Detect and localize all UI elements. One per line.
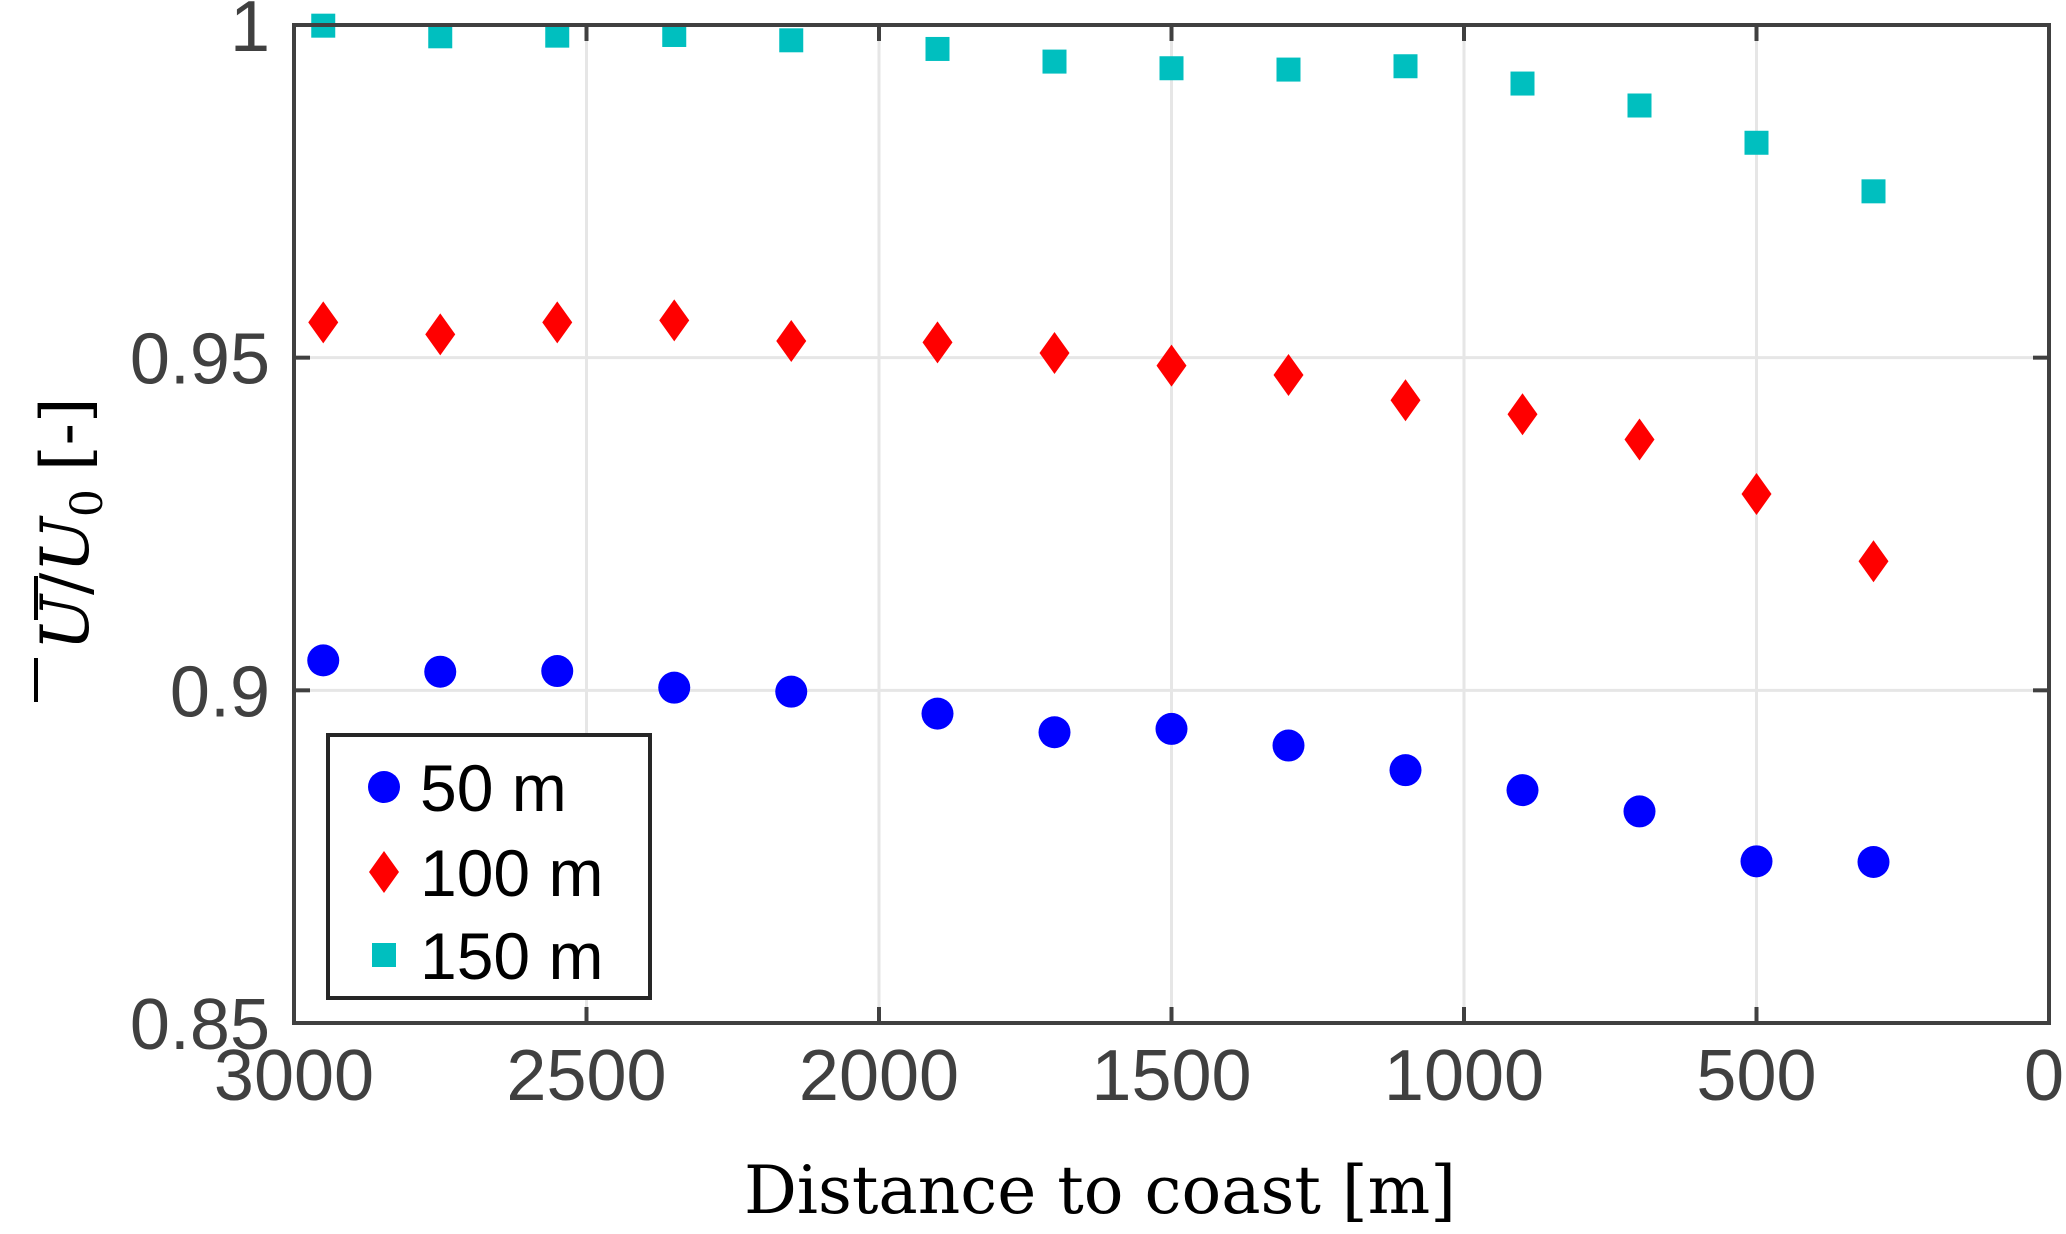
data-point [1861, 179, 1886, 204]
legend-entry: 50 m [368, 751, 567, 825]
svg-text:U/U0[-]: U/U0[-] [27, 397, 113, 650]
data-series [307, 13, 1890, 878]
y-tick-label: 0.95 [130, 320, 270, 400]
legend-label: 50 m [420, 751, 567, 825]
data-point [1273, 353, 1304, 396]
data-point [545, 23, 570, 48]
x-tick-label: 0 [2024, 1036, 2064, 1116]
legend-marker [369, 851, 399, 893]
data-point [1506, 774, 1539, 807]
x-axis-title: Distance to coast [m] [744, 1152, 1456, 1229]
y-axis-title-subscript: 0 [62, 489, 113, 517]
data-point [1042, 49, 1067, 74]
data-point [1623, 795, 1656, 828]
data-point [1272, 729, 1305, 762]
data-point [1159, 56, 1184, 81]
x-tick-label: 2500 [506, 1036, 666, 1116]
legend-entry: 100 m [369, 836, 603, 910]
x-tick-label: 500 [1696, 1036, 1816, 1116]
data-point [425, 313, 456, 356]
data-point [925, 36, 950, 61]
y-tick-label: 1 [230, 0, 270, 67]
y-tick-label: 0.9 [170, 652, 270, 732]
x-tick-labels: 3000 2500 2000 1500 1000 500 0 [214, 1036, 2064, 1116]
x-tick-label: 2000 [799, 1036, 959, 1116]
data-point [922, 321, 953, 364]
data-point [1741, 473, 1772, 516]
data-point [424, 655, 457, 688]
data-point [779, 28, 804, 53]
data-point [307, 644, 340, 677]
data-point [1510, 71, 1535, 96]
data-point [1624, 418, 1655, 461]
data-point [775, 675, 808, 708]
legend-marker [368, 771, 400, 803]
data-point [308, 301, 339, 344]
data-point [921, 697, 954, 730]
series-100-m [308, 299, 1889, 583]
data-point [1039, 332, 1070, 375]
y-axis-title-denominator: U [27, 515, 104, 573]
y-axis-title-units: [-] [27, 397, 104, 471]
data-point [542, 301, 573, 344]
series-150-m [311, 13, 1886, 204]
legend-marker [372, 943, 396, 967]
data-point [541, 655, 574, 688]
data-point [1627, 93, 1652, 118]
data-point [1507, 393, 1538, 436]
data-point [428, 24, 453, 49]
data-point [1389, 754, 1422, 787]
x-tick-label: 3000 [214, 1036, 374, 1116]
legend-entries: 50 m 100 m 150 m [368, 751, 603, 993]
data-point [1276, 57, 1301, 82]
data-point [1038, 716, 1071, 749]
data-point [1857, 845, 1890, 878]
data-point [1858, 540, 1889, 583]
y-axis-title-numerator: U [27, 593, 104, 651]
legend: 50 m 100 m 150 m [326, 733, 652, 1000]
data-point [659, 299, 690, 342]
legend-label: 150 m [420, 919, 603, 993]
data-point [1744, 130, 1769, 155]
data-point [658, 671, 691, 704]
data-point [776, 320, 807, 363]
y-axis-title-slash: / [27, 572, 104, 595]
y-axis-title: U/U0[-] [27, 397, 113, 702]
data-point [1156, 344, 1187, 387]
y-tick-labels: 0.85 0.9 0.95 1 [130, 0, 270, 1065]
data-point [1390, 379, 1421, 422]
data-point [1155, 712, 1188, 745]
x-tick-label: 1000 [1384, 1036, 1544, 1116]
data-point [1393, 54, 1418, 79]
data-point [1740, 845, 1773, 878]
legend-entry: 150 m [372, 919, 603, 993]
axis-ticks [292, 23, 2051, 1025]
legend-label: 100 m [420, 836, 603, 910]
series-50-m [307, 644, 1890, 878]
y-tick-label: 0.85 [130, 985, 270, 1065]
x-tick-label: 1500 [1091, 1036, 1251, 1116]
